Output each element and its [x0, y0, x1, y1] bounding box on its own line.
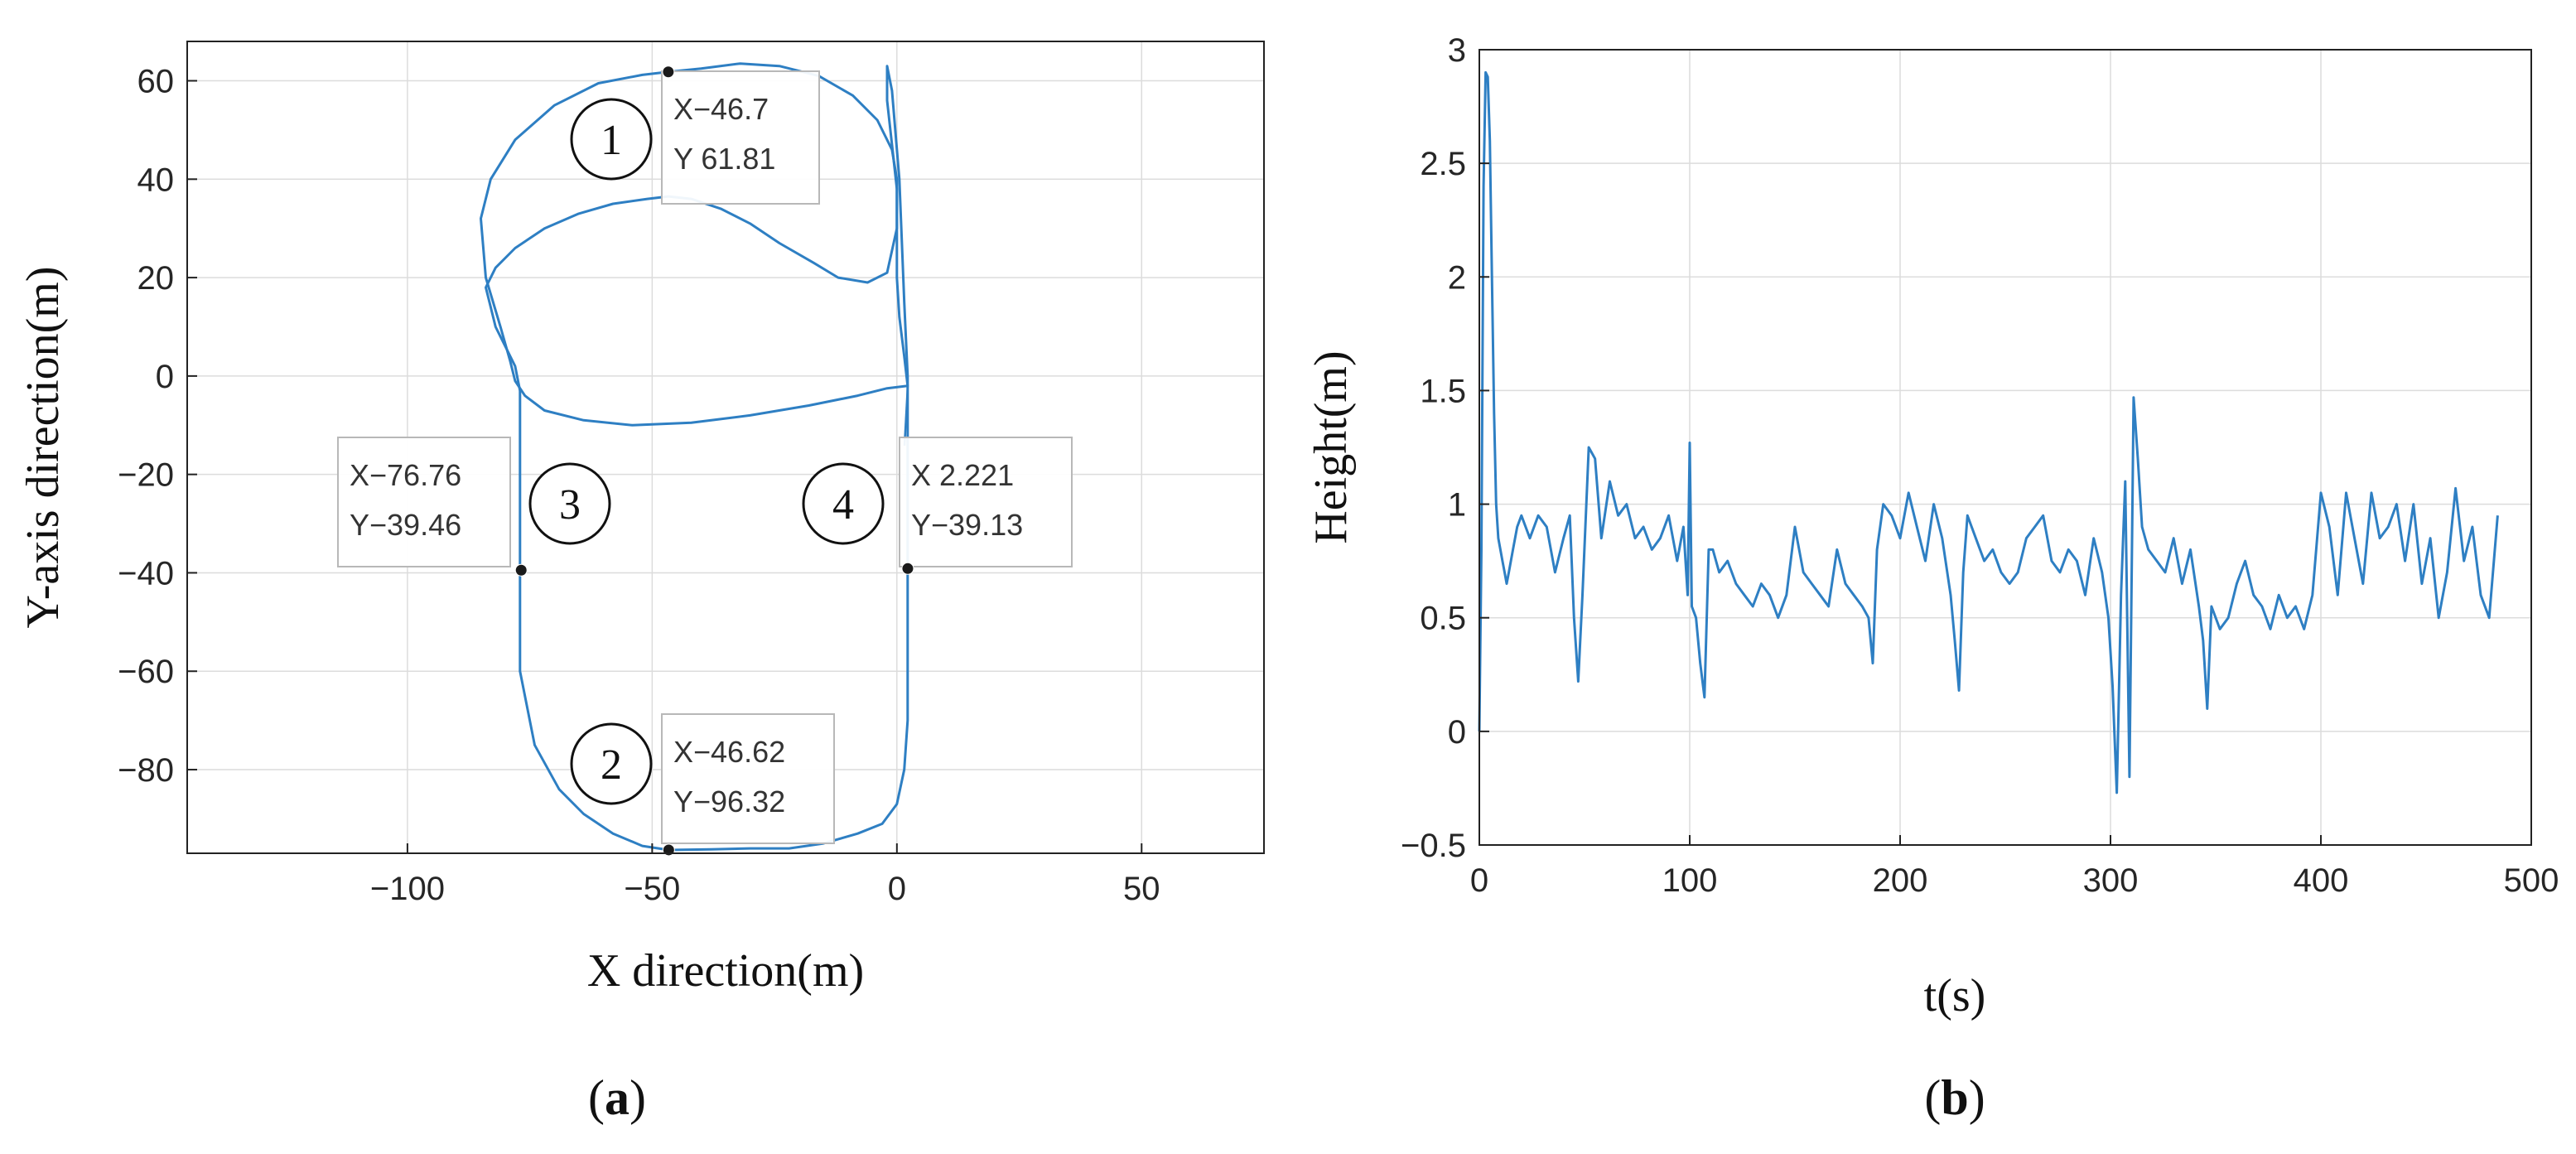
panel-b-x-axis-label: t(s): [1924, 970, 1986, 1021]
panel-b-plot-area: [1479, 50, 2531, 845]
a-x-tick-label: 0: [888, 871, 906, 907]
datatip-point-1: [662, 65, 675, 79]
a-y-tick-label: 60: [137, 64, 175, 100]
a-y-tick-label: 20: [137, 260, 175, 297]
datatip-text-3: Y−39.46: [350, 508, 461, 542]
a-series-line-1: [480, 62, 909, 427]
a-x-tick-label: −50: [624, 871, 680, 907]
marker-circle-4: [802, 462, 885, 545]
a-y-tick-label: 0: [156, 359, 174, 395]
datatip-text-4: Y−39.13: [911, 508, 1023, 542]
panel-b-height-series: [1478, 70, 2499, 794]
b-series-line-0: [1478, 70, 2499, 794]
b-x-tick-label: 400: [2294, 862, 2349, 899]
a-y-tick-label: −60: [118, 654, 174, 690]
b-y-tick-label: 0: [1448, 714, 1466, 751]
panel-a-trajectory: [480, 62, 909, 852]
panel-b-y-axis-label: Height(m): [1305, 350, 1357, 543]
panel-a-annotations: X−46.7 Y 61.81 1 X−46.62 Y−96.32 2 X−76.76 Y−39…: [337, 65, 1073, 857]
b-x-tick-label: 200: [1873, 862, 1928, 899]
b-y-tick-label: 1.5: [1420, 373, 1466, 409]
b-x-tick-label: 300: [2083, 862, 2139, 899]
datatip-text-3: X−76.76: [350, 458, 461, 492]
marker-number-3: 3: [559, 481, 581, 529]
datatip-box-2: [661, 713, 835, 844]
datatip-text-2: X−46.62: [673, 735, 785, 769]
b-x-tick-label: 100: [1662, 862, 1718, 899]
datatip-text-1: Y 61.81: [673, 142, 775, 176]
b-x-tick-label: 500: [2504, 862, 2559, 899]
datatip-box-3: [337, 437, 511, 567]
marker-number-2: 2: [601, 741, 622, 789]
datatip-point-3: [514, 563, 528, 577]
marker-number-4: 4: [832, 481, 854, 529]
marker-circle-3: [528, 462, 611, 545]
datatip-point-4: [901, 562, 914, 575]
panel-a-x-axis-label: X direction(m): [587, 945, 864, 997]
a-y-tick-label: −80: [118, 752, 174, 789]
b-y-tick-label: 2.5: [1420, 146, 1466, 182]
datatip-leader-line: [903, 385, 909, 447]
marker-circle-1: [570, 98, 653, 181]
marker-circle-2: [570, 722, 653, 805]
marker-number-1: 1: [601, 117, 622, 164]
datatip-box-4: [899, 437, 1073, 567]
b-y-tick-label: 3: [1448, 32, 1466, 69]
datatip-box-1: [661, 70, 820, 205]
panel-b-axes-box: [1479, 49, 2532, 846]
b-y-tick-label: 2: [1448, 259, 1466, 296]
b-y-tick-label: 1: [1448, 487, 1466, 524]
a-y-tick-label: −20: [118, 457, 174, 494]
a-y-tick-label: −40: [118, 555, 174, 591]
b-y-tick-label: −0.5: [1401, 828, 1466, 864]
panel-a-ticks: −100 −50 0 50 60 40 20 0 −20 −40 −60 −80: [118, 64, 1160, 907]
datatip-text-2: Y−96.32: [673, 785, 785, 818]
datatip-text-1: X−46.7: [673, 92, 769, 126]
panel-b-caption: (b): [1924, 1070, 1985, 1125]
b-x-tick-label: 0: [1470, 862, 1488, 899]
panel-a-axes-box: [186, 41, 1265, 854]
panel-a-y-axis-label: Y-axis direction(m): [17, 267, 69, 629]
panel-a-caption: (a): [588, 1070, 646, 1125]
datatip-text-4: X 2.221: [911, 458, 1014, 492]
panel-a-chart: X−46.7 Y 61.81 1 X−46.62 Y−96.32 2 X−76.76 Y−39…: [17, 41, 1265, 1125]
a-x-tick-label: 50: [1123, 871, 1160, 907]
b-y-tick-label: 0.5: [1420, 601, 1466, 637]
a-y-tick-label: 40: [137, 162, 175, 198]
a-x-tick-label: −100: [370, 871, 445, 907]
